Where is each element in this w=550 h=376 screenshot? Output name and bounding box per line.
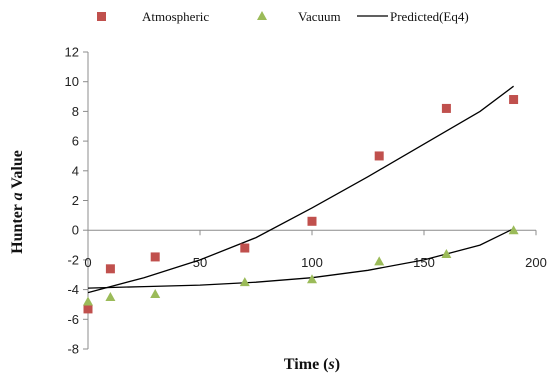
y-axis-title-end: Value <box>9 150 26 192</box>
vacuum-point <box>83 296 93 306</box>
vacuum-point <box>239 277 250 287</box>
legend-item-predicted: Predicted(Eq4) <box>357 9 469 24</box>
y-tick-label: -6 <box>67 312 79 327</box>
legend-label-atmospheric: Atmospheric <box>142 9 209 24</box>
legend-item-atmospheric: Atmospheric <box>97 9 209 24</box>
x-tick-label: 200 <box>525 255 547 270</box>
y-tick-label: 0 <box>72 223 79 238</box>
data-markers <box>83 95 519 314</box>
vacuum-point <box>508 225 519 235</box>
vacuum-point <box>307 274 317 284</box>
atmospheric-point <box>150 252 160 262</box>
y-tick-label: -8 <box>67 342 79 357</box>
legend-label-vacuum: Vacuum <box>298 9 341 24</box>
vacuum-point <box>105 292 116 302</box>
legend: Atmospheric Vacuum Predicted(Eq4) <box>97 9 469 24</box>
y-tick-label: 12 <box>65 45 79 60</box>
atmospheric-point <box>240 243 250 253</box>
legend-marker-vacuum <box>257 11 267 20</box>
x-tick-label: 100 <box>301 255 323 270</box>
y-axis-title-main: Hunter <box>9 200 26 253</box>
x-axis-title: Time (s) <box>284 356 340 373</box>
y-tick-label: -2 <box>67 252 79 267</box>
y-tick-label: 8 <box>72 104 79 119</box>
atmospheric-point <box>307 216 317 226</box>
legend-label-predicted: Predicted(Eq4) <box>390 9 469 24</box>
y-tick-label: -4 <box>67 282 79 297</box>
x-axis-title-end: ) <box>335 356 340 373</box>
atmospheric-point <box>374 151 384 161</box>
y-axis-title: Hunter a Value <box>9 150 26 254</box>
y-tick-label: 2 <box>72 193 79 208</box>
x-axis-title-unit: s <box>328 356 335 373</box>
vacuum-point <box>441 248 452 258</box>
atmospheric-point <box>83 304 93 314</box>
atmospheric-point <box>105 264 115 274</box>
atmospheric-point <box>509 95 519 105</box>
x-tick-label: 0 <box>84 255 91 270</box>
vacuum-point <box>150 289 161 299</box>
legend-marker-atmospheric <box>97 12 106 21</box>
atmospheric-point <box>441 103 451 113</box>
x-axis-title-main: Time ( <box>284 356 329 373</box>
predicted-curve-atmospheric <box>87 85 514 294</box>
y-tick-label: 4 <box>72 163 79 178</box>
y-tick-label: 6 <box>72 134 79 149</box>
vacuum-point <box>374 256 385 266</box>
legend-item-vacuum: Vacuum <box>257 9 341 24</box>
y-axis-title-var: a <box>9 192 26 200</box>
y-tick-label: 10 <box>65 74 79 89</box>
